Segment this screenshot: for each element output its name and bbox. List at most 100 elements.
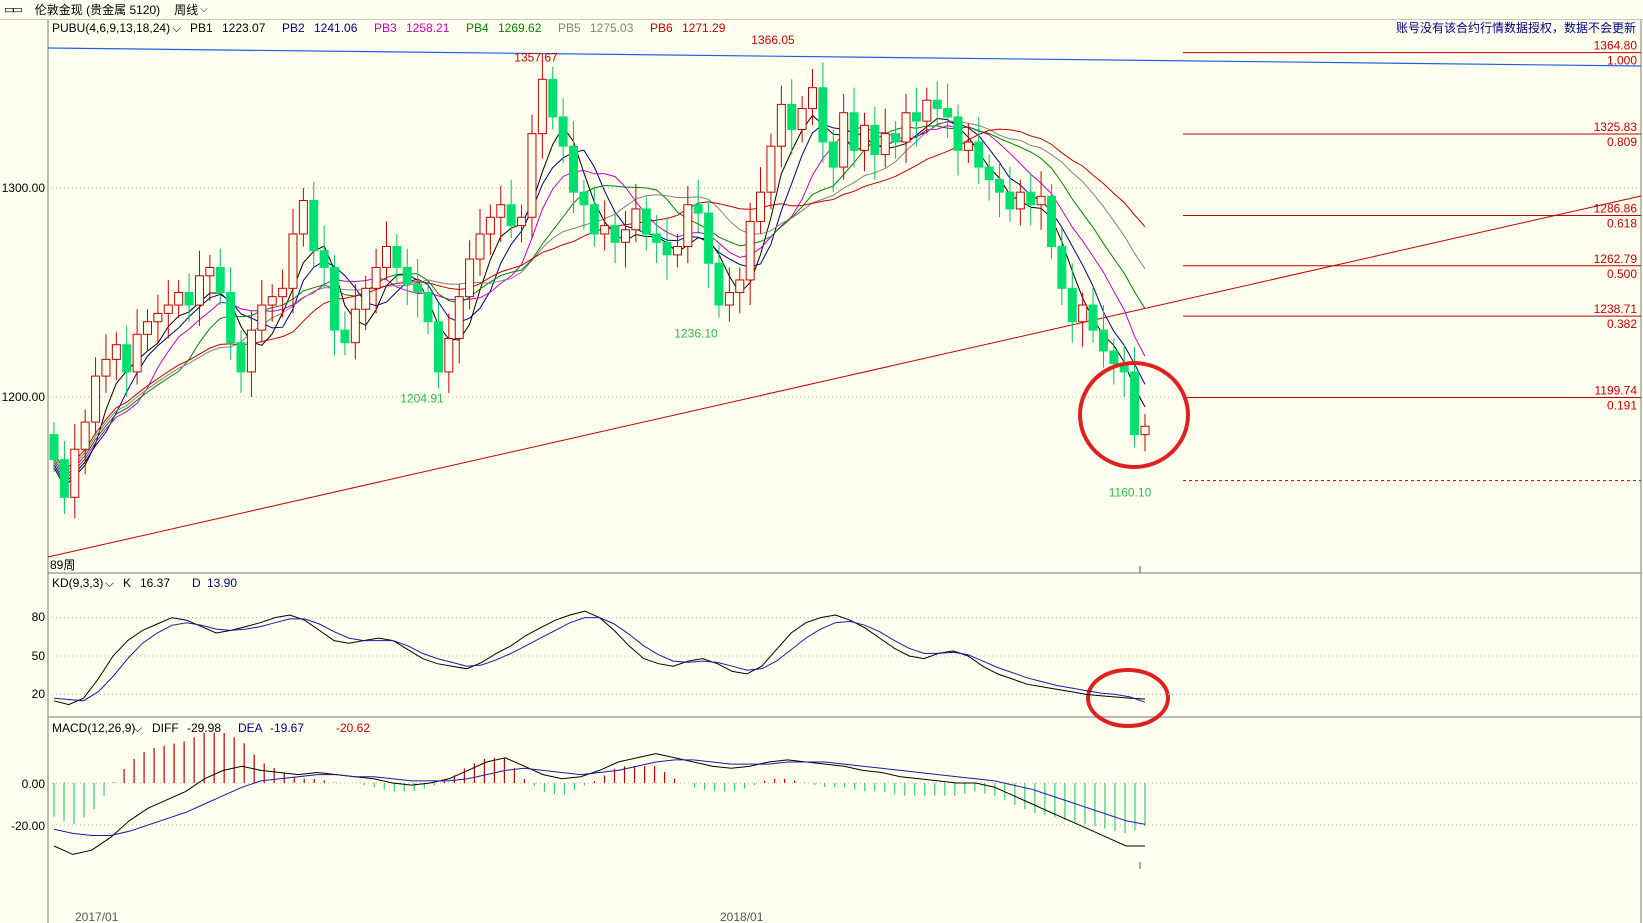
candle-body-96 (1046, 195, 1056, 248)
candle-body-62 (693, 204, 703, 214)
candle-body-91 (995, 179, 1005, 193)
x-label-2018: 2018/01 (720, 910, 764, 923)
candle-body-53 (600, 225, 610, 235)
candle-body-64 (714, 262, 724, 306)
candle-body-71 (787, 103, 797, 130)
candle-body-51 (579, 191, 589, 206)
candle-body-92 (1005, 191, 1015, 210)
candle-body-4 (91, 375, 101, 423)
chevron-down-icon[interactable]: ⌵ (133, 721, 142, 735)
extreme-label-3: 1236.10 (674, 327, 718, 341)
candle-body-68 (756, 191, 766, 222)
support-trendline (47, 195, 1642, 558)
candle-body-35 (413, 283, 423, 294)
candle-body-101 (1098, 329, 1108, 352)
macd-dea-value: -19.67 (270, 721, 304, 735)
candle-body-69 (766, 145, 776, 193)
candle-body-90 (984, 166, 994, 181)
chart-area[interactable]: 1364.801.000 1325.830.809 1286.860.618 1262… (0, 20, 1643, 923)
candle-body-30 (361, 287, 371, 310)
kd-d-value: 13.90 (207, 576, 237, 590)
candle-body-98 (1067, 287, 1077, 323)
kd-grid (48, 617, 1641, 695)
candle-body-31 (371, 266, 381, 289)
fib-price-0: 1364.80 (1594, 39, 1638, 53)
window-menu-icon[interactable]: ▭▭ (4, 4, 23, 16)
candle-body-25 (309, 200, 319, 252)
candle-body-49 (558, 116, 568, 147)
kd-indicator-name[interactable]: KD(9,3,3) (52, 576, 103, 590)
candle-body-3 (80, 421, 90, 450)
candle-body-6 (111, 344, 121, 360)
kd-lines (53, 610, 1146, 706)
candlesticks (49, 54, 1150, 519)
candle-body-48 (548, 78, 558, 118)
candle-body-33 (392, 246, 402, 268)
kd-k-value: 16.37 (140, 576, 170, 590)
candle-body-22 (278, 287, 288, 298)
x-label-2017: 2017/01 (75, 910, 119, 923)
pubu-param-label-4: PB4 (466, 21, 489, 35)
notice-text: 账号没有该合约行情数据授权，数据不会更新 (1396, 20, 1636, 35)
pubu-param-label-3: PB3 (374, 21, 397, 35)
fib-ratio-1: 0.809 (1607, 135, 1637, 149)
kd-d-label: D (192, 576, 201, 590)
kd-k-label: K (123, 576, 131, 590)
candle-body-75 (828, 141, 838, 168)
candle-body-57 (641, 208, 651, 235)
macd-diff-value: -29.98 (187, 721, 221, 735)
kd-d-line (53, 617, 1146, 703)
candle-body-45 (517, 216, 527, 227)
candle-body-70 (776, 103, 786, 147)
period-selector[interactable]: 周线 ⌵ (174, 1, 208, 18)
highlight-circle-kd (1086, 668, 1170, 728)
macd-lines (53, 566, 1146, 869)
candle-body-83 (911, 112, 921, 122)
candle-body-24 (298, 200, 308, 235)
candle-body-73 (808, 87, 818, 110)
macd-indicator-name[interactable]: MACD(12,26,9) (52, 721, 135, 735)
candle-body-77 (849, 112, 859, 151)
chevron-down-icon[interactable]: ⌵ (172, 21, 181, 35)
candle-body-46 (527, 133, 537, 218)
candle-body-60 (672, 246, 682, 256)
candle-body-95 (1036, 195, 1046, 206)
candle-body-10 (153, 312, 163, 323)
macd-diff-line (53, 753, 1145, 855)
fib-ratio-0: 1.000 (1607, 54, 1637, 68)
candle-body-21 (267, 296, 277, 306)
pubu-indicator-name[interactable]: PUBU(4,6,9,13,18,24) (52, 21, 170, 35)
candle-body-13 (184, 292, 194, 306)
candle-body-102 (1109, 350, 1119, 365)
candle-body-19 (246, 329, 256, 373)
candle-body-58 (652, 233, 662, 243)
pubu-param-label-6: PB6 (650, 21, 673, 35)
candle-body-56 (631, 208, 641, 231)
pubu-param-value-3: 1258.21 (406, 21, 450, 35)
instrument-title: 伦敦金现 (贵金属 5120) (34, 3, 161, 17)
candle-body-87 (953, 116, 963, 151)
fib-price-3: 1262.79 (1594, 252, 1638, 266)
pubu-params: PB1 1223.07 PB2 1241.06 PB3 1258.21 PB4 1269.62… (190, 21, 726, 35)
candle-body-2 (70, 448, 80, 498)
candle-body-8 (132, 333, 142, 373)
fib-price-2: 1286.86 (1594, 201, 1638, 215)
candle-body-55 (620, 229, 630, 243)
candle-body-43 (496, 204, 506, 218)
candle-body-78 (859, 124, 869, 151)
candle-body-0 (49, 434, 59, 461)
candle-body-29 (350, 308, 360, 344)
candle-body-1 (59, 459, 69, 498)
candle-body-93 (1015, 191, 1025, 210)
kd-tick-80: 80 (32, 610, 46, 624)
candle-body-7 (122, 344, 132, 373)
candle-body-34 (402, 266, 412, 285)
candle-body-79 (870, 124, 880, 156)
fib-ratio-5: 0.191 (1607, 399, 1637, 413)
pubu-line-1 (53, 114, 1146, 488)
macd-dea-label: DEA (238, 721, 263, 735)
candle-body-17 (226, 292, 236, 344)
candle-body-76 (839, 112, 849, 168)
chevron-down-icon[interactable]: ⌵ (105, 576, 114, 590)
candle-body-14 (194, 275, 204, 306)
